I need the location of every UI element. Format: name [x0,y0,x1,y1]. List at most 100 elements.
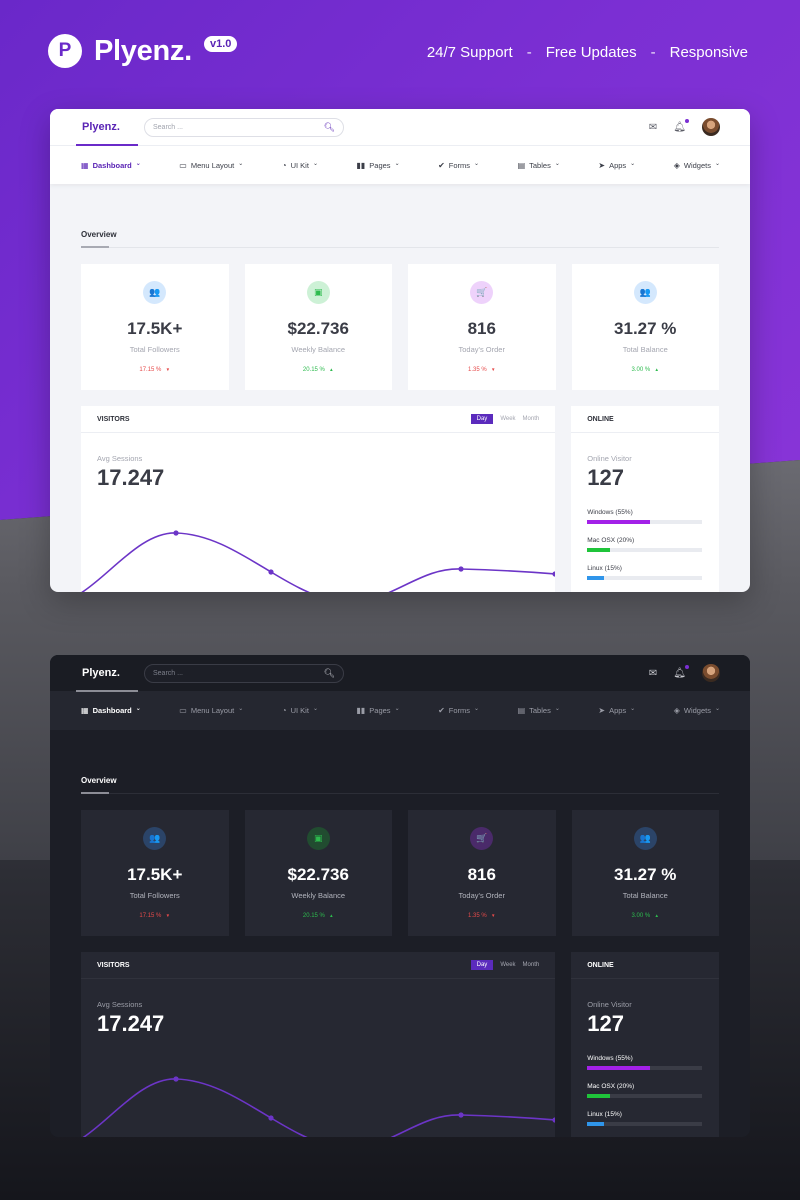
bell-icon[interactable]: 🔔︎ [673,664,689,679]
platform-row: Mac OSX (20%) [587,537,703,552]
arrow-up-icon: ▲ [327,367,334,372]
chart-point [173,530,179,536]
stat-card: 👥 17.5K+ Total Followers 17.15 % ▼ [81,264,229,390]
search-input[interactable]: Search ... 🔍︎ [144,117,344,137]
nav-item-apps[interactable]: ➤ Apps ⌄ [598,161,635,170]
change-value: 20.15 % [302,367,325,373]
dashboard-icon: ▦ [81,160,89,170]
feature-separator: - [650,44,656,61]
menu-layout-icon: ▭ [179,706,187,715]
platform-row: Mac OSX (20%) [587,1083,703,1098]
visitors-chart [82,1076,556,1137]
users-icon: 👥 [633,281,657,304]
nav-item-forms[interactable]: ✔ Forms ⌄ [438,706,479,715]
tab-day[interactable]: Day [470,960,494,970]
stat-label: Today's Order [458,345,505,354]
platform-progress-fill [587,1094,611,1098]
change-value: 1.35 % [468,913,487,919]
tab-week[interactable]: Week [500,962,516,968]
stat-change: 3.00 % ▲ [632,913,659,919]
nav-item-menu-layout[interactable]: ▭ Menu Layout ⌄ [179,706,243,715]
bell-icon[interactable]: 🔔︎ [673,118,689,133]
platform-progress-track [587,1094,703,1098]
nav-item-apps[interactable]: ➤ Apps ⌄ [598,706,635,715]
platform-row: Windows (55%) [587,509,703,524]
chevron-down-icon: ⌄ [554,160,560,167]
chart-point [173,1076,179,1082]
chevron-down-icon: ⌄ [238,706,244,712]
online-header: ONLINE [571,952,719,979]
stat-card: 🛒 816 Today's Order 1.35 % ▼ [408,264,556,390]
brand-logo-icon: P [48,34,82,68]
stat-label: Total Balance [622,891,668,900]
balance-icon: ▣ [306,827,330,850]
feature-responsive: Responsive [669,44,748,61]
platform-row: Linux (15%) [587,1111,703,1126]
search-input[interactable]: Search ... 🔍︎ [144,663,344,683]
nav-item-pages[interactable]: ▮▮ Pages ⌄ [356,706,399,715]
tab-month[interactable]: Month [522,962,540,968]
avatar[interactable] [702,664,720,682]
nav-label: Apps [609,160,627,170]
mail-icon[interactable]: ✉ [648,667,658,679]
stat-change: 3.00 % ▲ [632,367,659,373]
search-icon[interactable]: 🔍︎ [323,667,335,678]
app-logo[interactable]: Plyenz. [82,121,120,133]
bottom-row: VISITORS Day Week Month Avg Sessions 17.… [81,406,719,592]
platform-label: Windows (55%) [587,1055,633,1062]
nav-label: Forms [448,160,471,170]
chart-point [552,571,556,577]
dashboard-icon: ▦ [81,706,89,715]
nav-item-dashboard[interactable]: ▦ Dashboard ⌄ [81,706,141,715]
chart-point [458,566,464,572]
nav-item-ui-kit[interactable]: ◔ UI Kit ⌄ [282,161,318,170]
change-value: 3.00 % [631,367,651,373]
followers-icon: 👥 [143,281,167,304]
nav-item-dashboard[interactable]: ▦ Dashboard ⌄ [81,161,141,170]
topbar-actions: ✉ 🔔︎ [649,664,720,682]
balance-icon: ▣ [306,281,330,304]
nav-item-widgets[interactable]: ◈ Widgets ⌄ [674,706,720,715]
nav-item-ui-kit[interactable]: ◔ UI Kit ⌄ [282,706,318,715]
tab-day[interactable]: Day [470,414,494,424]
platform-progress-fill [587,548,611,552]
stat-label: Today's Order [458,891,505,900]
nav-item-forms[interactable]: ✔ Forms ⌄ [438,161,479,170]
feature-list: 24/7 Support - Free Updates - Responsive [427,44,748,61]
topbar-actions: ✉ 🔔︎ [649,118,720,136]
search-icon[interactable]: 🔍︎ [323,121,335,132]
stat-card: 👥 17.5K+ Total Followers 17.15 % ▼ [81,810,229,936]
tab-week[interactable]: Week [500,416,516,422]
platform-progress-track [587,1122,703,1126]
nav-label: Menu Layout [190,706,235,715]
stat-cards: 👥 17.5K+ Total Followers 17.15 % ▼ ▣ $22.736 W… [81,810,719,936]
mail-icon[interactable]: ✉ [648,121,658,133]
visitors-chart [81,530,556,592]
chart-point [268,569,274,575]
nav-item-widgets[interactable]: ◈ Widgets ⌄ [674,161,720,170]
nav-item-tables[interactable]: ▤ Tables ⌄ [518,161,560,170]
tab-month[interactable]: Month [522,416,540,422]
chevron-down-icon: ⌄ [135,706,141,712]
version-badge: v1.0 [204,36,238,52]
nav-item-pages[interactable]: ▮▮ Pages ⌄ [356,161,399,170]
platform-progress-track [587,520,703,524]
avatar[interactable] [702,118,720,136]
platform-label: Mac OSX (20%) [587,537,635,544]
period-tabs: Day Week Month [470,960,540,970]
chevron-down-icon: ⌄ [630,706,636,712]
stat-card: 👥 31.27 % Total Balance 3.00 % ▲ [571,810,719,936]
platform-progress-track [587,548,703,552]
nav-label: Dashboard [92,706,132,715]
dashboard-light-preview: Plyenz. Search ... 🔍︎ ✉ 🔔︎ ▦ Dashboard ⌄ ▭ M… [50,109,750,592]
forms-icon: ✔ [438,706,445,715]
stat-card: 👥 31.27 % Total Balance 3.00 % ▲ [571,264,719,390]
logo-underline [76,144,138,146]
nav-item-menu-layout[interactable]: ▭ Menu Layout ⌄ [179,161,243,170]
online-title: ONLINE [587,415,614,423]
stat-value: 31.27 % [614,319,677,338]
app-logo[interactable]: Plyenz. [82,667,120,679]
feature-separator: - [526,44,532,61]
nav-item-tables[interactable]: ▤ Tables ⌄ [518,706,560,715]
chevron-down-icon: ⌄ [394,160,400,167]
